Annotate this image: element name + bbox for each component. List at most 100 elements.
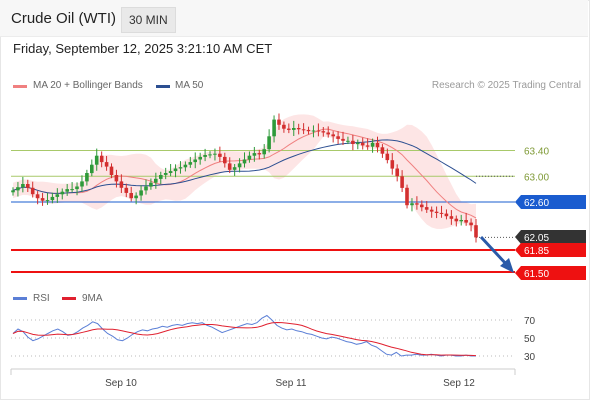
- candle-body: [218, 153, 222, 157]
- rsi-ma-line: [12, 321, 477, 357]
- candle-body: [163, 173, 168, 175]
- candle-body: [272, 119, 276, 137]
- candle-body: [21, 184, 25, 188]
- rsi-tick-label: 50: [524, 334, 536, 345]
- candle-body: [287, 128, 291, 130]
- chart-datetime: Friday, September 12, 2025 3:21:10 AM CE…: [13, 41, 273, 56]
- arrow-shaft: [479, 235, 509, 267]
- rsi-ma-legend-label: 9MA: [82, 293, 103, 304]
- candle-body: [227, 163, 232, 170]
- candle-body: [198, 156, 202, 160]
- candle-body: [370, 142, 375, 147]
- candle-body: [449, 216, 454, 219]
- candle-body: [296, 128, 301, 130]
- candle-body: [365, 145, 370, 147]
- candle-body: [144, 186, 148, 191]
- x-tick-label: Sep 10: [105, 378, 137, 389]
- candle-body: [80, 181, 84, 187]
- candle-body: [90, 164, 94, 174]
- candle-body: [321, 131, 326, 133]
- support-1-label: 61.85: [524, 246, 549, 257]
- candle-body: [420, 204, 424, 208]
- candle-body: [35, 194, 40, 199]
- x-tick-label: Sep 11: [276, 378, 307, 389]
- candle-body: [129, 193, 133, 199]
- candle-body: [316, 130, 321, 132]
- pivot-label-box: [515, 195, 586, 209]
- candle-body: [257, 153, 262, 155]
- candle-body: [444, 213, 449, 217]
- support-2-label-box: [515, 266, 586, 280]
- candle-body: [119, 181, 124, 188]
- rsi-legend-swatch: [13, 297, 27, 300]
- ma50-legend-swatch: [156, 85, 170, 88]
- rsi-ma-legend-swatch: [62, 297, 76, 300]
- x-axis: Sep 10 Sep 11 Sep 12: [10, 368, 516, 389]
- candle-body: [385, 153, 390, 161]
- timeframe-badge[interactable]: 30 MIN: [121, 7, 176, 33]
- candle-body: [267, 136, 271, 150]
- ma20-legend-swatch: [13, 85, 27, 88]
- candle-body: [124, 187, 129, 193]
- candle-body: [173, 168, 178, 172]
- support-1-label-box: [515, 243, 586, 257]
- candle-body: [188, 162, 193, 165]
- candle-body: [292, 128, 296, 130]
- candle-body: [50, 196, 55, 201]
- current-price-label: 62.05: [524, 233, 549, 244]
- candle-body: [178, 167, 183, 169]
- candle-body: [99, 155, 104, 163]
- candle-body: [277, 119, 281, 125]
- pivot-label: 62.60: [524, 198, 549, 209]
- rsi-tick-label: 70: [524, 316, 536, 327]
- resistance-1-label: 63.00: [524, 172, 549, 183]
- candle-body: [114, 175, 119, 182]
- candle-body: [395, 168, 399, 177]
- candle-body: [232, 167, 237, 170]
- ma20-legend-label: MA 20 + Bollinger Bands: [33, 80, 143, 91]
- candle-body: [203, 155, 207, 157]
- candle-body: [16, 187, 20, 191]
- candle-body: [464, 220, 468, 223]
- candle-body: [341, 138, 345, 141]
- candle-body: [104, 162, 109, 167]
- support-2-label: 61.50: [524, 269, 549, 280]
- rsi-legend-label: RSI: [33, 293, 50, 304]
- candle-body: [360, 142, 365, 146]
- candle-body: [11, 190, 15, 193]
- ma50-legend-label: MA 50: [175, 80, 204, 91]
- candle-body: [336, 136, 340, 139]
- candle-body: [168, 171, 173, 173]
- candle-body: [85, 173, 89, 182]
- candle-body: [159, 175, 163, 179]
- candle-body: [351, 140, 355, 144]
- candle-body: [55, 194, 60, 197]
- candle-body: [75, 186, 79, 190]
- candle-body: [109, 166, 114, 175]
- candle-body: [183, 164, 188, 168]
- candle-body: [208, 154, 212, 156]
- candle-body: [223, 156, 227, 164]
- candle-body: [306, 129, 311, 132]
- candle-body: [331, 134, 335, 137]
- candle-body: [134, 195, 138, 199]
- candle-body: [474, 225, 478, 238]
- candle-body: [405, 187, 409, 206]
- resistance-2-label: 63.40: [524, 147, 549, 158]
- instrument-title: Crude Oil (WTI): [11, 10, 116, 27]
- candle-body: [65, 189, 69, 192]
- candle-body: [439, 212, 444, 214]
- candle-body: [326, 132, 330, 135]
- projection-arrow: [479, 235, 514, 273]
- candle-body: [40, 198, 45, 201]
- rsi-tick-label: 30: [524, 352, 536, 363]
- candlesticks: [11, 113, 514, 273]
- candle-body: [429, 209, 434, 212]
- candle-body: [346, 140, 350, 142]
- candle-body: [30, 187, 35, 195]
- candle-body: [139, 190, 143, 196]
- candle-body: [237, 163, 242, 168]
- candle-body: [193, 159, 197, 163]
- candle-body: [375, 142, 380, 148]
